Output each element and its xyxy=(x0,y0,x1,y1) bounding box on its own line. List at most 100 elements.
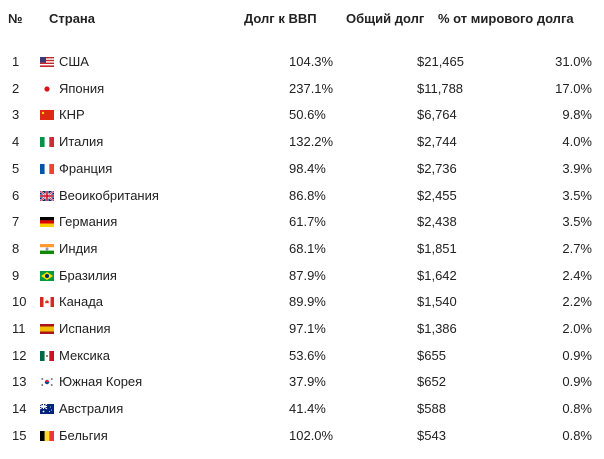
country-name: Бельгия xyxy=(59,427,108,443)
table-row: 1 США 104.3% $21,465 31.0% xyxy=(0,49,604,75)
country-name: Мексика xyxy=(59,347,111,363)
table-row: 7 Германия 61.7% $2,438 3.5% xyxy=(0,209,604,235)
total-debt-value: $543 xyxy=(417,427,446,443)
table-row: 3 КНР 50.6% $6,764 9.8% xyxy=(0,102,604,128)
world-share-value: 2.2% xyxy=(562,294,592,310)
row-number: 10 xyxy=(12,294,27,310)
debt-to-gdp-value: 53.6% xyxy=(289,347,326,363)
debt-to-gdp-value: 89.9% xyxy=(289,294,326,310)
china-flag-icon xyxy=(40,110,54,121)
japan-flag-icon xyxy=(40,83,54,94)
country-name: Бразилия xyxy=(59,267,117,283)
table-row: 14 Австралия 41.4% $588 0.8% xyxy=(0,396,604,422)
table-row: 12 Мексика 53.6% $655 0.9% xyxy=(0,343,604,369)
debt-to-gdp-value: 68.1% xyxy=(289,240,326,256)
india-flag-icon xyxy=(40,243,54,254)
table-row: 11 Испания 97.1% $1,386 2.0% xyxy=(0,316,604,342)
country-name: Индия xyxy=(59,240,98,256)
italy-flag-icon xyxy=(40,137,54,148)
world-share-value: 31.0% xyxy=(555,54,592,69)
debt-to-gdp-value: 37.9% xyxy=(289,374,326,390)
us-flag-icon xyxy=(40,57,54,67)
debt-to-gdp-value: 97.1% xyxy=(289,321,326,336)
header-debt-to-gdp: Долг к ВВП xyxy=(244,11,317,26)
row-number: 1 xyxy=(12,54,20,69)
world-share-value: 4.0% xyxy=(562,134,592,150)
total-debt-value: $2,438 xyxy=(417,214,457,230)
table-row: 4 Италия 132.2% $2,744 4.0% xyxy=(0,129,604,155)
country-name: Германия xyxy=(59,214,118,230)
country-name: Австралия xyxy=(59,401,124,417)
world-share-value: 3.5% xyxy=(562,187,592,203)
table-header: № Страна Долг к ВВП Общий долг % от миро… xyxy=(0,11,604,31)
debt-to-gdp-value: 132.2% xyxy=(289,134,334,150)
row-number: 6 xyxy=(12,187,20,203)
total-debt-value: $2,455 xyxy=(417,187,457,203)
total-debt-value: $652 xyxy=(417,374,446,390)
row-number: 2 xyxy=(12,80,20,96)
total-debt-value: $6,764 xyxy=(417,107,457,123)
total-debt-value: $1,642 xyxy=(417,267,457,283)
country-name: Канада xyxy=(59,294,104,310)
country-name: Веоикобритания xyxy=(59,187,159,203)
header-country: Страна xyxy=(49,11,96,26)
australia-flag-icon xyxy=(40,404,54,415)
world-share-value: 9.8% xyxy=(562,107,592,123)
canada-flag-icon xyxy=(40,297,54,308)
row-number: 7 xyxy=(12,214,20,230)
world-share-value: 17.0% xyxy=(555,80,592,96)
country-name: США xyxy=(59,54,89,69)
world-share-value: 2.7% xyxy=(562,240,592,256)
row-number: 11 xyxy=(12,321,26,336)
france-flag-icon xyxy=(40,163,54,174)
row-number: 8 xyxy=(12,240,20,256)
header-total-debt: Общий долг xyxy=(346,11,425,26)
total-debt-value: $1,851 xyxy=(417,240,457,256)
world-share-value: 0.8% xyxy=(562,401,592,417)
row-number: 5 xyxy=(12,160,20,176)
table-row: 8 Индия 68.1% $1,851 2.7% xyxy=(0,236,604,262)
country-name: Япония xyxy=(59,80,105,96)
debt-to-gdp-value: 98.4% xyxy=(289,160,326,176)
brazil-flag-icon xyxy=(40,270,54,281)
row-number: 13 xyxy=(12,374,27,390)
total-debt-value: $1,386 xyxy=(417,321,457,336)
table-row: 5 Франция 98.4% $2,736 3.9% xyxy=(0,156,604,182)
table-row: 13 Южная Корея 37.9% $652 0.9% xyxy=(0,369,604,395)
header-world-share: % от мирового долга xyxy=(438,11,574,26)
world-share-value: 0.9% xyxy=(562,374,592,390)
world-share-value: 2.4% xyxy=(562,267,592,283)
mexico-flag-icon xyxy=(40,350,54,361)
row-number: 9 xyxy=(12,267,20,283)
debt-to-gdp-value: 104.3% xyxy=(289,54,334,69)
total-debt-value: $2,736 xyxy=(417,160,457,176)
spain-flag-icon xyxy=(40,324,54,334)
country-name: Италия xyxy=(59,134,104,150)
row-number: 15 xyxy=(12,427,27,443)
country-name: КНР xyxy=(59,107,85,123)
country-name: Франция xyxy=(59,160,113,176)
row-number: 3 xyxy=(12,107,20,123)
debt-to-gdp-value: 50.6% xyxy=(289,107,326,123)
total-debt-value: $2,744 xyxy=(417,134,457,150)
debt-to-gdp-value: 87.9% xyxy=(289,267,326,283)
world-share-value: 0.8% xyxy=(562,427,592,443)
header-number: № xyxy=(8,11,23,26)
country-name: Испания xyxy=(59,321,111,336)
debt-to-gdp-value: 237.1% xyxy=(289,80,334,96)
belgium-flag-icon xyxy=(40,430,54,441)
debt-to-gdp-value: 102.0% xyxy=(289,427,334,443)
table-row: 10 Канада 89.9% $1,540 2.2% xyxy=(0,289,604,315)
total-debt-value: $655 xyxy=(417,347,446,363)
country-name: Южная Корея xyxy=(59,374,143,390)
table-row: 6 Веоикобритания 86.8% $2,455 3.5% xyxy=(0,183,604,209)
table-row: 15 Бельгия 102.0% $543 0.8% xyxy=(0,423,604,449)
debt-to-gdp-value: 86.8% xyxy=(289,187,326,203)
world-share-value: 3.5% xyxy=(562,214,592,230)
row-number: 14 xyxy=(12,401,27,417)
south-korea-flag-icon xyxy=(40,377,54,388)
total-debt-value: $21,465 xyxy=(417,54,464,69)
debt-to-gdp-value: 61.7% xyxy=(289,214,326,230)
uk-flag-icon xyxy=(40,190,54,201)
